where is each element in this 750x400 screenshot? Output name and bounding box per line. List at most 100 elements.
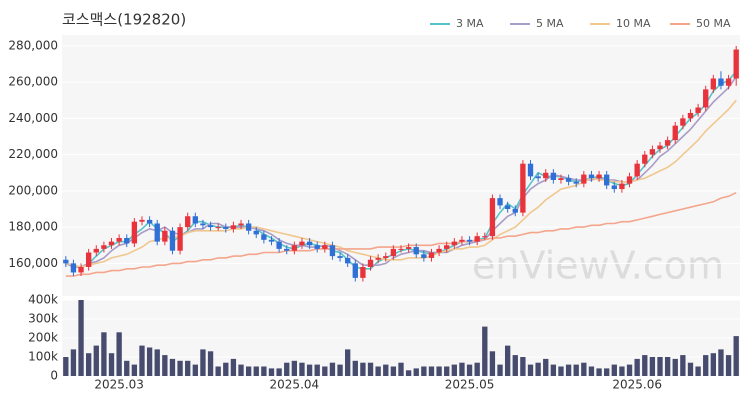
volume-bar xyxy=(390,366,397,376)
volume-bar xyxy=(185,360,191,376)
candle-body xyxy=(588,174,595,179)
volume-bar xyxy=(710,353,717,376)
volume-bar xyxy=(535,362,541,376)
candle-body xyxy=(223,227,229,229)
candle-body xyxy=(687,112,694,119)
candle-body xyxy=(238,223,244,226)
volume-bar xyxy=(375,366,381,376)
legend-label: 50 MA xyxy=(696,17,731,30)
volume-bar xyxy=(482,326,488,376)
candle-body xyxy=(367,259,374,267)
volume-bar xyxy=(200,349,206,376)
volume-bar xyxy=(306,364,313,376)
candle-body xyxy=(619,183,625,190)
volume-bar xyxy=(604,368,610,376)
candle-body xyxy=(573,181,579,184)
volume-bar xyxy=(504,345,511,376)
volume-bar xyxy=(116,332,122,376)
volume-bar xyxy=(436,366,442,376)
candle-body xyxy=(680,118,686,126)
candle-body xyxy=(245,223,252,231)
volume-bar xyxy=(527,364,534,376)
watermark: enViewV.com xyxy=(472,244,724,288)
y-tick-label: 200,000 xyxy=(8,183,58,197)
volume-bar xyxy=(238,364,244,376)
volume-bar xyxy=(139,345,145,376)
candle-body xyxy=(70,263,77,273)
candle-body xyxy=(169,230,176,251)
volume-bar xyxy=(124,360,130,376)
candle-body xyxy=(85,252,92,267)
volume-bar xyxy=(352,360,358,376)
volume-bar xyxy=(451,364,457,376)
volume-bar xyxy=(626,364,633,376)
candle-body xyxy=(535,176,541,179)
candle-body xyxy=(634,163,640,177)
volume-bar xyxy=(154,349,160,376)
volume-bar xyxy=(444,366,450,376)
candle-body xyxy=(139,219,145,222)
candle-body xyxy=(482,236,488,238)
volume-bar xyxy=(657,357,663,376)
candle-body xyxy=(466,239,473,242)
candle-body xyxy=(405,247,412,249)
volume-bar xyxy=(512,355,518,376)
legend-label: 5 MA xyxy=(536,17,564,30)
legend-label: 3 MA xyxy=(456,17,484,30)
y-tick-label: 300k xyxy=(28,312,58,326)
candle-body xyxy=(413,247,419,255)
candle-body xyxy=(718,78,724,86)
candle-body xyxy=(527,163,534,177)
candle-body xyxy=(626,176,633,184)
candle-body xyxy=(93,248,99,253)
candle-body xyxy=(299,241,305,246)
candle-body xyxy=(230,225,237,229)
candle-body xyxy=(489,198,496,237)
candle-body xyxy=(703,89,709,108)
candle-body xyxy=(596,174,602,179)
volume-bar xyxy=(405,370,412,376)
candle-body xyxy=(108,241,115,246)
candle-body xyxy=(154,223,160,242)
volume-bar xyxy=(421,366,427,376)
volume-bar xyxy=(101,332,107,376)
volume-bar xyxy=(634,358,640,376)
candle-body xyxy=(451,241,457,246)
candle-body xyxy=(192,216,198,224)
candle-body xyxy=(550,172,557,180)
candle-body xyxy=(725,78,732,86)
volume-bar xyxy=(70,349,77,376)
volume-bar xyxy=(558,366,564,376)
x-tick-label: 2025.03 xyxy=(94,378,144,392)
volume-bar xyxy=(718,349,724,376)
candle-body xyxy=(124,238,130,244)
volume-bar xyxy=(253,366,259,376)
legend-label: 10 MA xyxy=(616,17,651,30)
volume-bar xyxy=(413,368,419,376)
candle-body xyxy=(649,149,656,155)
candle-body xyxy=(657,145,663,150)
volume-bar xyxy=(215,366,221,376)
volume-bar xyxy=(245,366,252,376)
volume-bar xyxy=(550,364,557,376)
volume-bar xyxy=(93,345,99,376)
volume-bar xyxy=(695,366,701,376)
volume-bar xyxy=(619,366,625,376)
volume-bar xyxy=(474,362,480,376)
volume-bar xyxy=(489,351,496,376)
candle-body xyxy=(565,178,572,182)
candle-body xyxy=(215,227,221,229)
volume-bar xyxy=(276,368,282,376)
candle-body xyxy=(604,174,610,186)
candle-body xyxy=(520,163,526,213)
candle-body xyxy=(337,256,343,258)
volume-bar xyxy=(230,358,237,376)
y-tick-label: 200k xyxy=(28,331,58,345)
volume-bar xyxy=(733,336,739,376)
volume-bar xyxy=(596,368,602,376)
candle-body xyxy=(268,239,275,242)
candle-body xyxy=(421,254,427,258)
candle-body xyxy=(306,241,313,246)
x-tick-label: 2025.06 xyxy=(612,378,662,392)
